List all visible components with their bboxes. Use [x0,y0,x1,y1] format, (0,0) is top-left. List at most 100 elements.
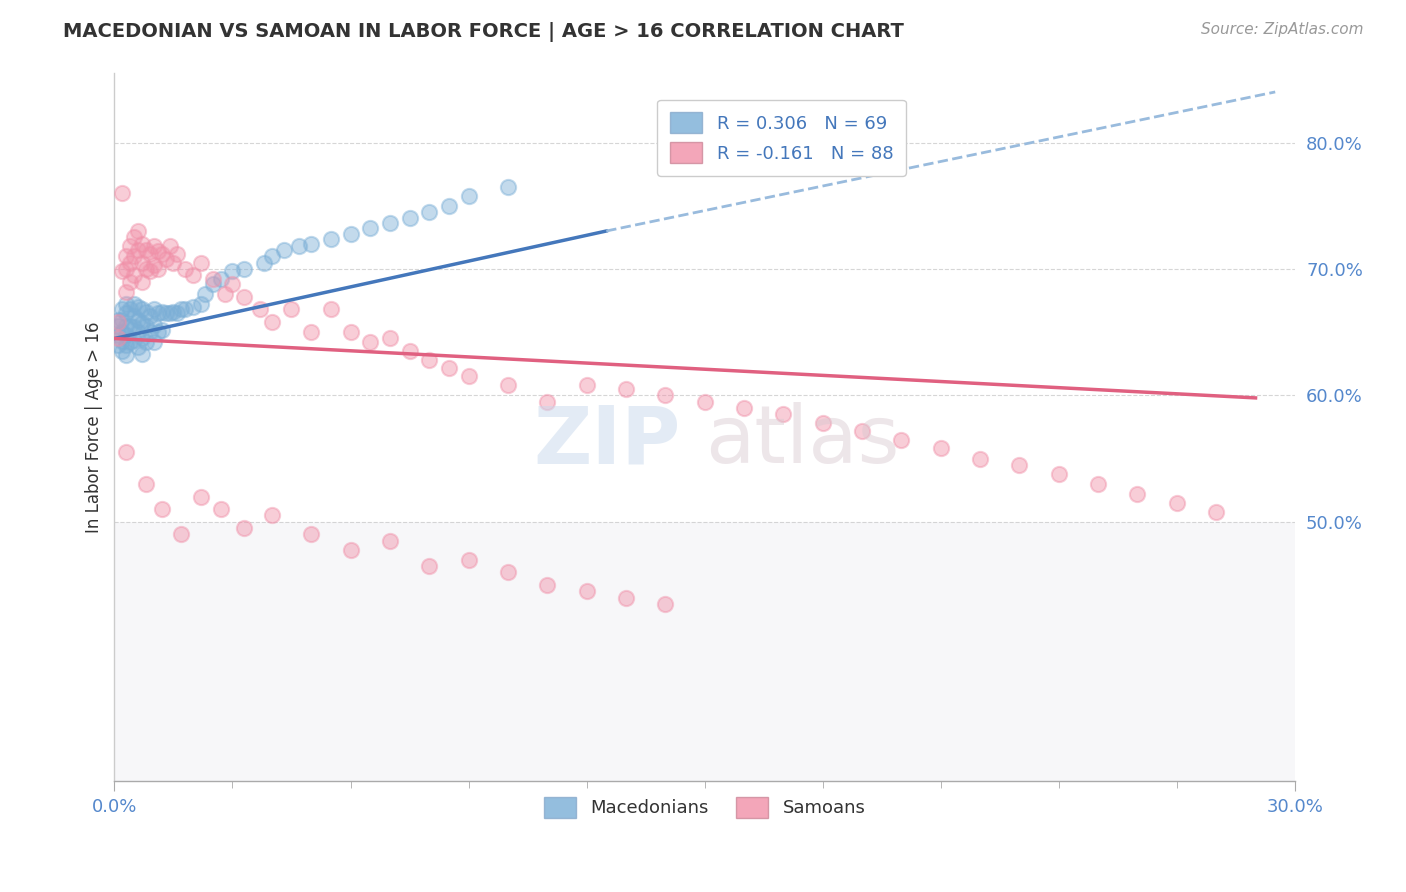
Text: ZIP: ZIP [534,402,681,480]
Point [1205,505,1227,519]
Point [457,188,479,202]
Point [135,476,157,491]
Point [127,300,149,314]
Point [107,315,129,329]
Point [146,244,169,259]
Point [135,335,157,350]
Point [457,369,479,384]
Point [170,527,193,541]
Point [1166,496,1188,510]
Point [115,338,138,352]
Point [260,315,283,329]
Point [273,243,295,257]
Point [131,236,153,251]
Point [654,597,676,611]
Point [120,275,142,289]
Point [418,559,440,574]
Point [209,502,232,516]
Point [233,290,256,304]
Point [107,318,129,333]
Point [1087,476,1109,491]
Point [122,230,145,244]
Point [929,442,952,456]
Bar [114,522,1295,781]
Point [418,353,440,368]
Point [398,344,420,359]
Point [339,542,361,557]
Point [155,252,177,266]
Point [201,277,224,292]
Point [111,334,134,348]
Point [111,344,134,359]
Point [437,360,460,375]
Point [614,382,637,396]
Point [359,335,381,350]
Point [115,249,138,263]
Point [496,378,519,392]
Point [1126,487,1149,501]
Point [127,325,149,339]
Point [851,424,873,438]
Point [339,227,361,241]
Point [122,297,145,311]
Point [150,502,173,516]
Point [135,318,157,333]
Point [131,275,153,289]
Point [398,211,420,226]
Point [299,527,322,541]
Point [131,346,153,360]
Point [122,268,145,283]
Point [260,508,283,523]
Point [120,239,142,253]
Point [378,216,401,230]
Point [181,268,204,283]
Point [174,302,197,317]
Point [1047,467,1070,481]
Point [142,239,165,253]
Point [131,255,153,269]
Point [890,433,912,447]
Point [772,408,794,422]
Point [150,323,173,337]
Point [115,306,138,320]
Point [693,394,716,409]
Point [111,325,134,339]
Point [142,335,165,350]
Point [150,247,173,261]
Point [319,231,342,245]
Point [135,305,157,319]
Point [233,262,256,277]
Point [150,305,173,319]
Point [359,221,381,235]
Point [319,302,342,317]
Point [120,255,142,269]
Point [194,287,217,301]
Point [146,262,169,277]
Point [378,533,401,548]
Point [115,445,138,459]
Point [139,309,162,323]
Point [575,378,598,392]
Point [107,338,129,352]
Point [733,401,755,415]
Point [115,297,138,311]
Point [280,302,302,317]
Legend: Macedonians, Samoans: Macedonians, Samoans [536,789,873,825]
Text: atlas: atlas [704,402,898,480]
Point [120,318,142,333]
Point [139,264,162,278]
Point [127,340,149,354]
Point [418,205,440,219]
Text: MACEDONIAN VS SAMOAN IN LABOR FORCE | AGE > 16 CORRELATION CHART: MACEDONIAN VS SAMOAN IN LABOR FORCE | AG… [63,22,904,42]
Point [299,325,322,339]
Point [139,247,162,261]
Point [142,258,165,272]
Point [299,236,322,251]
Point [115,262,138,277]
Point [135,243,157,257]
Point [111,302,134,317]
Point [107,312,129,326]
Point [249,302,271,317]
Point [288,239,311,253]
Point [201,272,224,286]
